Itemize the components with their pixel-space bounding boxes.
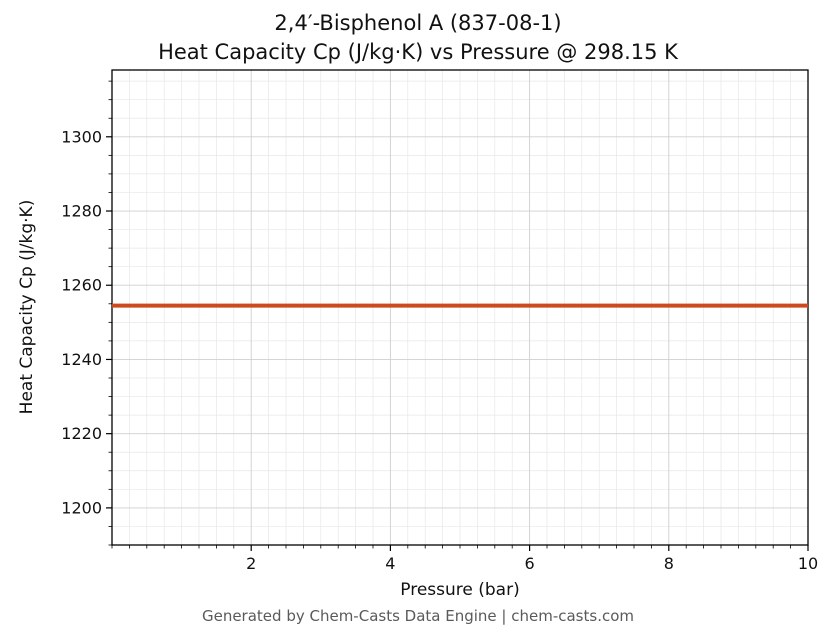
- y-axis-label: Heat Capacity Cp (J/kg·K): [17, 199, 37, 415]
- y-tick-label: 1300: [61, 127, 102, 146]
- chart-title: 2,4′-Bisphenol A (837-08-1) Heat Capacit…: [0, 9, 836, 67]
- x-tick-label: 8: [664, 554, 674, 573]
- x-tick-label: 4: [385, 554, 395, 573]
- y-tick-label: 1220: [61, 424, 102, 443]
- footer-credit: Generated by Chem-Casts Data Engine | ch…: [201, 607, 635, 625]
- x-tick-label: 2: [246, 554, 256, 573]
- chart-title-line2: Heat Capacity Cp (J/kg·K) vs Pressure @ …: [158, 40, 678, 64]
- axis-ticks: [106, 80, 809, 551]
- y-tick-label: 1260: [61, 276, 102, 295]
- y-tick-label: 1240: [61, 350, 102, 369]
- y-tick-label: 1200: [61, 498, 102, 517]
- tick-labels: 2 4 6 8 10 1200 1220 1240 1260 1280 1300: [61, 127, 818, 573]
- chart-title-line1: 2,4′-Bisphenol A (837-08-1): [274, 11, 562, 35]
- x-axis-label: Pressure (bar): [400, 580, 520, 600]
- x-tick-label: 10: [798, 554, 818, 573]
- y-tick-label: 1280: [61, 202, 102, 221]
- x-tick-label: 6: [525, 554, 535, 573]
